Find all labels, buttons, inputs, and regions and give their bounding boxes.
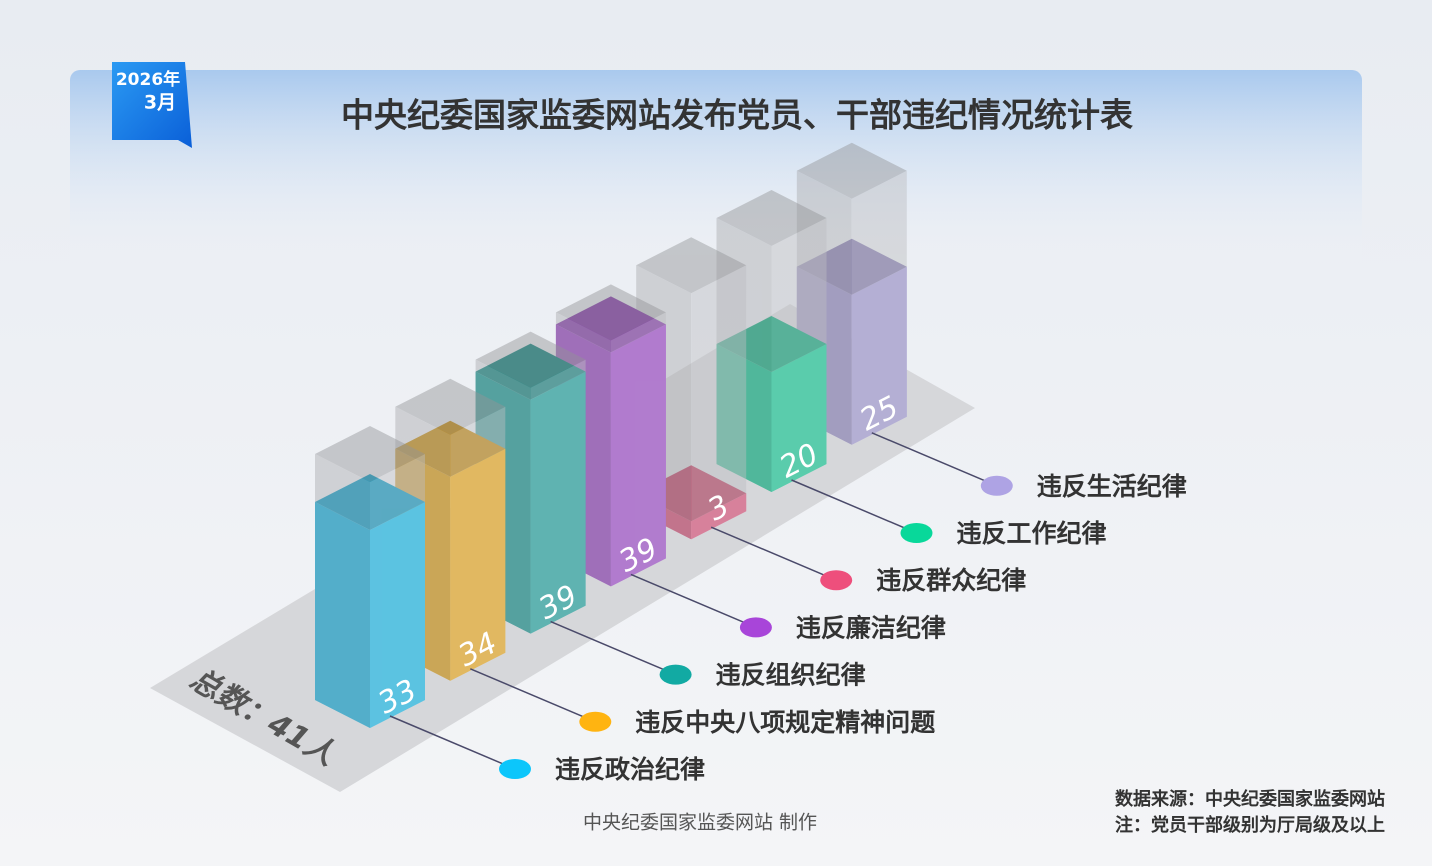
total-ghost-top — [555, 284, 666, 341]
leader-line — [470, 668, 596, 723]
category-label: 违反中央八项规定精神问题 — [635, 708, 935, 737]
total-ghost — [716, 190, 827, 492]
source: 数据来源：中央纪委国家监委网站 — [1115, 788, 1385, 810]
leader-line — [871, 432, 998, 487]
bar-right — [771, 344, 827, 492]
legend-dot — [900, 523, 933, 543]
bar-top — [475, 343, 586, 400]
bar-left — [716, 344, 772, 492]
leader-line — [710, 526, 837, 581]
legend-dot — [659, 664, 692, 685]
bar-top — [716, 316, 827, 372]
badge-year: 2026年 — [116, 69, 180, 90]
total-ghost — [315, 426, 425, 728]
leader-line — [550, 620, 676, 676]
bar-right — [851, 266, 907, 445]
bar-right — [450, 448, 506, 681]
total-ghost-right — [771, 218, 827, 492]
legend-dot — [820, 570, 853, 591]
bar-right — [370, 502, 425, 728]
bar-top — [555, 296, 666, 353]
header-band — [70, 70, 1362, 270]
total-ghost-top — [475, 331, 586, 388]
category-label: 违反政治纪律 — [555, 755, 705, 784]
legend-dot — [499, 759, 531, 779]
total-ghost-top — [796, 142, 907, 199]
legend-dot — [980, 475, 1013, 496]
bar-right — [610, 324, 666, 587]
badge-month: 3月 — [144, 92, 176, 114]
legend-dot — [579, 711, 612, 732]
bar — [315, 474, 425, 728]
category-label: 违反组织纪律 — [716, 661, 866, 690]
badge — [112, 62, 192, 148]
leader-line — [791, 479, 917, 534]
total-ghost-left — [315, 454, 370, 728]
total-ghost-top — [395, 378, 506, 435]
bar-left — [315, 502, 370, 728]
total-ghost-right — [530, 359, 586, 634]
category-label: 违反生活纪律 — [1037, 472, 1187, 501]
total-ghost-right — [610, 312, 666, 587]
legend-dot — [739, 617, 772, 638]
bar-top — [315, 474, 425, 530]
total-ghost-right — [851, 170, 907, 445]
total-ghost-top — [716, 190, 827, 246]
bar-right — [691, 493, 747, 540]
credit: 中央纪委国家监委网站 制作 — [583, 812, 817, 834]
bar-right — [530, 371, 586, 634]
leader-line — [630, 573, 757, 629]
bar-top — [796, 238, 907, 295]
total-ghost-left — [716, 218, 772, 492]
category-label: 违反群众纪律 — [876, 566, 1026, 595]
bar — [716, 316, 827, 492]
note: 注：党员干部级别为厅局级及以上 — [1115, 814, 1385, 836]
leader-line — [389, 715, 516, 770]
chart-title: 中央纪委国家监委网站发布党员、干部违纪情况统计表 — [341, 96, 1133, 135]
bar-top — [395, 420, 506, 477]
total-ghost-top — [636, 237, 747, 294]
category-label: 违反廉洁纪律 — [796, 613, 946, 642]
total-ghost-right — [450, 406, 506, 681]
total-ghost-right — [691, 265, 747, 540]
total-ghost-right — [370, 454, 425, 728]
total-ghost-top — [315, 426, 425, 482]
category-label: 违反工作纪律 — [957, 519, 1107, 548]
bars — [315, 142, 907, 728]
